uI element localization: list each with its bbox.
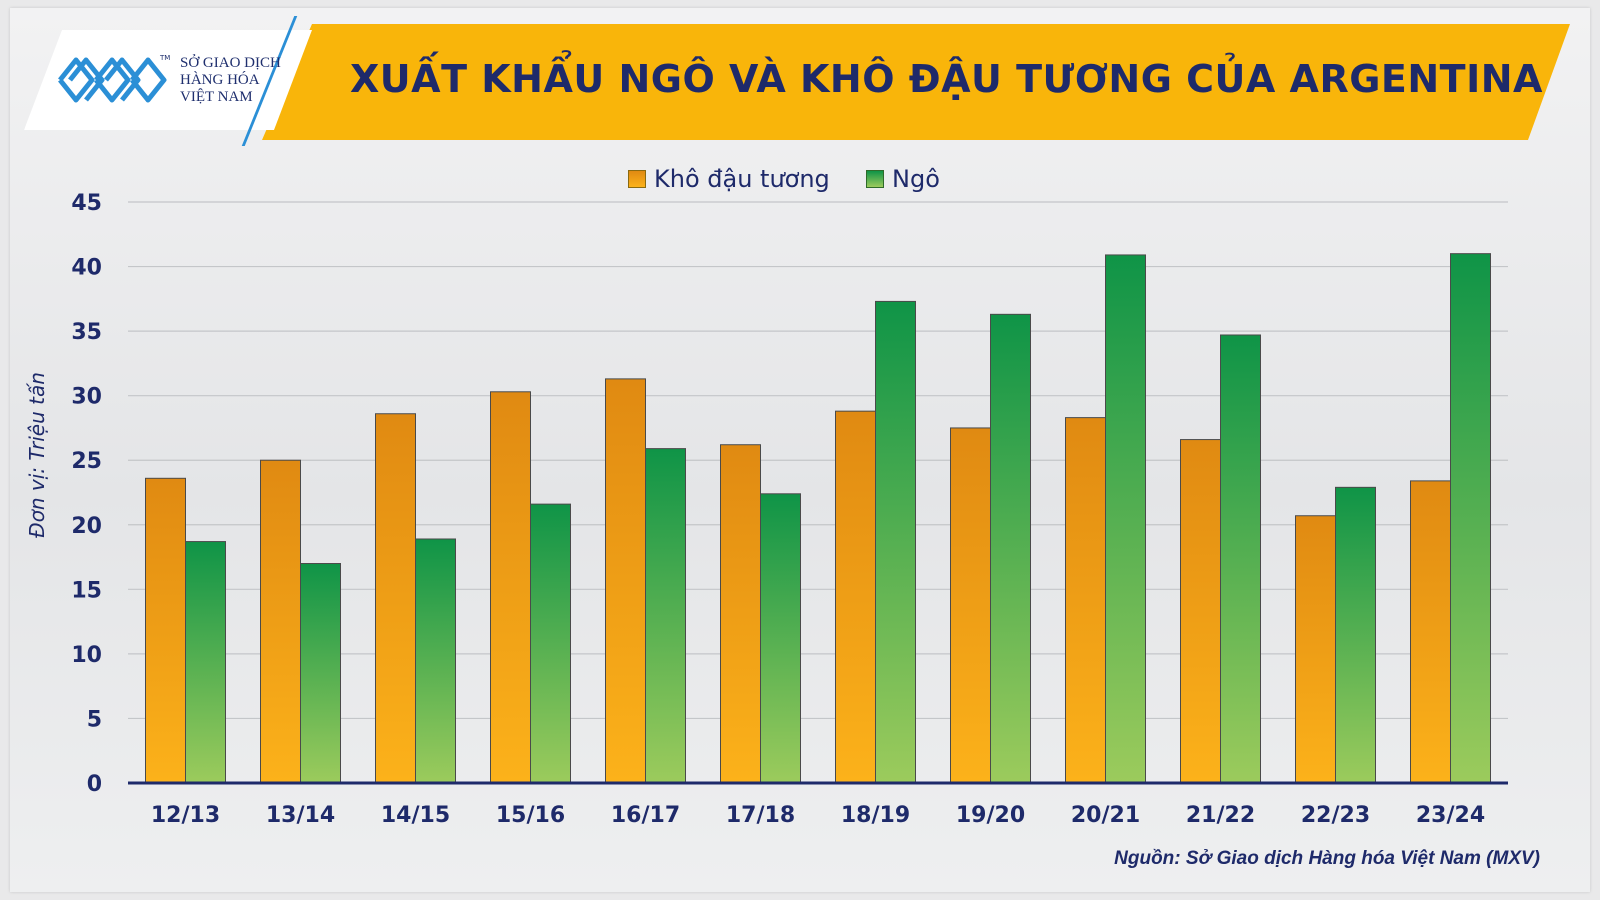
bar-soybean-meal [1295, 515, 1336, 784]
bar-soybean-meal [605, 378, 646, 784]
x-tick-label: 18/19 [841, 803, 910, 828]
bar-soybean-meal [375, 413, 416, 784]
mxv-logo-icon [58, 57, 167, 103]
y-tick-label: 35 [71, 320, 102, 345]
bar-soybean-meal [145, 477, 186, 784]
title-banner [262, 24, 1570, 140]
x-tick-label: 16/17 [611, 803, 680, 828]
y-tick-label: 40 [71, 256, 102, 281]
bar-soybean-meal [260, 459, 301, 784]
legend-label-soybean-meal: Khô đậu tương [654, 165, 830, 193]
x-tick-label: 17/18 [726, 803, 795, 828]
bar-corn [1450, 253, 1491, 784]
logo-line-2: HÀNG HÓA [180, 72, 260, 88]
logo-trademark: TM [160, 54, 171, 62]
bar-corn [530, 503, 571, 784]
x-tick-label: 23/24 [1416, 803, 1485, 828]
y-tick-label: 45 [71, 191, 102, 216]
logo-line-3: VIỆT NAM [180, 89, 253, 105]
bar-corn [760, 493, 801, 784]
legend: Khô đậu tương Ngô [0, 163, 1600, 195]
y-tick-label: 20 [71, 514, 102, 539]
y-tick-label: 25 [71, 449, 102, 474]
x-tick-label: 19/20 [956, 803, 1025, 828]
logo-text: SỞ GIAO DỊCH HÀNG HÓA VIỆT NAM [180, 55, 281, 106]
bar-corn [1220, 334, 1261, 784]
bar-corn [415, 538, 456, 784]
bar-soybean-meal [1065, 417, 1106, 784]
y-tick-label: 0 [87, 772, 102, 797]
x-tick-label: 20/21 [1071, 803, 1140, 828]
logo-line-1: SỞ GIAO DỊCH [180, 55, 281, 71]
bar-corn [875, 300, 916, 784]
bar-soybean-meal [950, 427, 991, 784]
bar-soybean-meal [1180, 439, 1221, 784]
bar-soybean-meal [1410, 480, 1451, 784]
legend-item-soybean-meal: Khô đậu tương [628, 163, 830, 195]
x-tick-label: 13/14 [266, 803, 335, 828]
bar-corn [1105, 254, 1146, 784]
x-tick-label: 22/23 [1301, 803, 1370, 828]
bar-soybean-meal [490, 391, 531, 784]
bar-soybean-meal [720, 444, 761, 784]
bar-corn [990, 313, 1031, 784]
source-note: Nguồn: Sở Giao dịch Hàng hóa Việt Nam (M… [1114, 848, 1540, 869]
legend-label-corn: Ngô [892, 165, 940, 193]
chart-title: XUẤT KHẨU NGÔ VÀ KHÔ ĐẬU TƯƠNG CỦA ARGEN… [350, 57, 1543, 101]
bar-corn [300, 563, 341, 784]
x-tick-label: 21/22 [1186, 803, 1255, 828]
y-tick-label: 30 [71, 385, 102, 410]
y-tick-label: 5 [87, 707, 102, 732]
legend-swatch-corn [866, 170, 884, 188]
y-tick-label: 10 [71, 643, 102, 668]
x-tick-label: 12/13 [151, 803, 220, 828]
bar-corn [185, 541, 226, 784]
x-tick-label: 15/16 [496, 803, 565, 828]
bar-corn [1335, 486, 1376, 784]
bar-corn [645, 448, 686, 784]
x-tick-label: 14/15 [381, 803, 450, 828]
y-tick-label: 15 [71, 578, 102, 603]
bar-soybean-meal [835, 410, 876, 784]
legend-item-corn: Ngô [866, 163, 940, 195]
legend-swatch-soybean-meal [628, 170, 646, 188]
